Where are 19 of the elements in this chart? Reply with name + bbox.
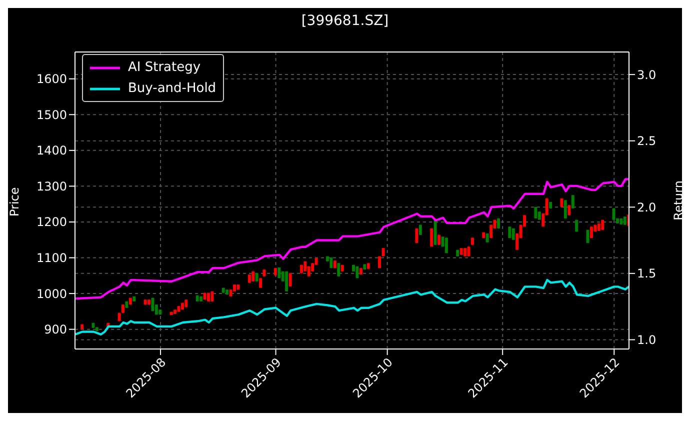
line-series [75,278,629,336]
legend-label: AI Strategy [128,59,201,77]
legend-label: Buy-and-Hold [128,80,216,98]
y-tick-label: 1200 [36,215,67,230]
y-tick-label: 1600 [36,72,67,86]
y2-tick-label: 2.0 [637,200,656,214]
y-tick-label: 900 [44,322,67,337]
y-tick-label: 1500 [36,108,67,122]
y-tick-label: 1000 [36,286,67,301]
chart-title: [399681.SZ] [300,12,390,31]
line-series [75,178,629,300]
y-tick-label: 1400 [36,144,67,158]
y2-tick-label: 2.5 [637,134,656,148]
y-tick-label: 1100 [36,251,67,266]
y2-tick-label: 1.5 [637,266,656,281]
y-axis-title: Price [7,187,22,216]
y-tick-label: 1300 [36,179,67,194]
y2-tick-label: 3.0 [637,68,656,82]
y2-tick-label: 1.0 [637,332,656,347]
